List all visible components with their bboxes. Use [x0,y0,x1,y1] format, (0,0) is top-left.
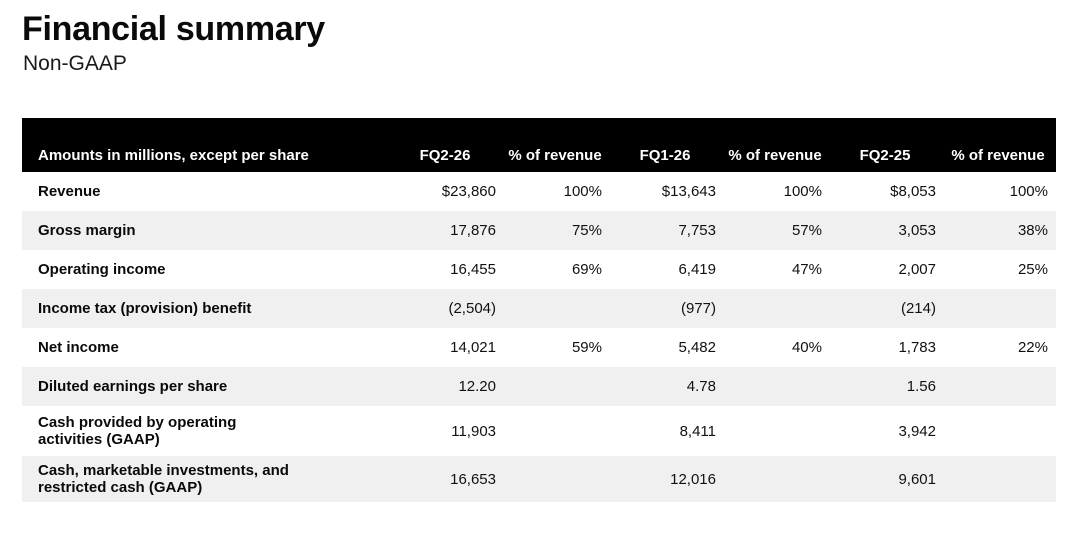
table-cell-value: $8,053 [890,183,936,200]
table-row-cash-operating: Cash provided by operating activities (G… [22,406,1056,456]
table-cell-value: 16,455 [450,261,496,278]
row-label-text: Income tax (provision) benefit [38,299,252,317]
table-cell-value: 9,601 [898,470,936,488]
table-cell-value: (977) [680,300,716,317]
table-header-row: Amounts in millions, except per share FQ… [22,118,1056,172]
table-cell-value: 6,419 [678,261,716,278]
table-cell-value: 3,942 [898,422,936,440]
table-cell-percent: 69% [571,261,602,278]
table-cell-percent: 100% [783,183,822,200]
table-cell-percent: 47% [791,261,822,278]
table-cell-value: 1,783 [898,339,936,356]
header-pct-revenue-2: % of revenue [728,147,822,164]
table-row-gross-margin: Gross margin 17,876 75% 7,753 57% 3,053 … [22,211,1056,250]
header-pct-revenue-3: % of revenue [951,147,1045,164]
table-cell-value: $13,643 [661,183,716,200]
row-label-text: Operating income [38,260,166,278]
page-title: Financial summary [22,10,325,48]
row-label-text: Gross margin [38,221,136,239]
table-cell-value: 1.56 [906,378,936,395]
row-label-text: Net income [38,338,119,356]
table-cell-percent: 40% [791,339,822,356]
table-cell-value: 3,053 [898,222,936,239]
table-cell-value: 12,016 [670,470,716,488]
row-label: Revenue [22,183,390,200]
row-label: Income tax (provision) benefit [22,300,390,317]
table-cell-value: 14,021 [450,339,496,356]
table-row-revenue: Revenue $23,860 100% $13,643 100% $8,053… [22,172,1056,211]
table-row-net-income: Net income 14,021 59% 5,482 40% 1,783 22… [22,328,1056,367]
table-row-income-tax: Income tax (provision) benefit (2,504) (… [22,289,1056,328]
table-cell-value: 8,411 [679,422,716,440]
header-pct-revenue-1: % of revenue [508,147,602,164]
table-cell-percent: 75% [571,222,602,239]
header-fq2-26: FQ2-26 [419,147,471,164]
row-label-text: Diluted earnings per share [38,377,228,395]
row-label: Operating income [22,261,390,278]
table-cell-value: 16,653 [450,470,496,488]
table-cell-value: (2,504) [448,300,496,317]
page-subtitle: Non-GAAP [23,52,127,75]
table-cell-value: 2,007 [898,261,936,278]
row-label-text: Revenue [38,182,101,200]
table-cell-value: 5,482 [678,339,716,356]
row-label: Cash provided by operating activities (G… [22,414,390,449]
row-label: Net income [22,339,390,356]
header-amounts-label: Amounts in millions, except per share [38,147,309,164]
table-cell-value: $23,860 [441,183,496,200]
row-label-text: Cash provided by operating activities (G… [38,413,237,448]
row-label-text: Cash, marketable investments, and restri… [38,461,289,496]
table-cell-percent: 22% [1017,339,1048,356]
row-label: Gross margin [22,222,390,239]
table-row-operating-income: Operating income 16,455 69% 6,419 47% 2,… [22,250,1056,289]
table-row-cash-investments: Cash, marketable investments, and restri… [22,456,1056,502]
row-label: Diluted earnings per share [22,378,390,395]
financial-summary-table: Amounts in millions, except per share FQ… [22,118,1056,502]
table-cell-value: 17,876 [450,222,496,239]
header-fq2-25: FQ2-25 [859,147,911,164]
table-cell-percent: 57% [791,222,822,239]
table-cell-value: (214) [900,300,936,317]
header-fq1-26: FQ1-26 [639,147,691,164]
table-cell-percent: 59% [571,339,602,356]
table-cell-value: 7,753 [678,222,716,239]
table-row-diluted-eps: Diluted earnings per share 12.20 4.78 1.… [22,367,1056,406]
table-cell-percent: 100% [1009,183,1048,200]
table-cell-percent: 25% [1017,261,1048,278]
table-cell-value: 11,903 [451,422,496,440]
table-cell-percent: 100% [563,183,602,200]
row-label: Cash, marketable investments, and restri… [22,462,390,497]
table-cell-percent: 38% [1017,222,1048,239]
table-cell-value: 4.78 [686,378,716,395]
table-cell-value: 12.20 [458,378,496,395]
